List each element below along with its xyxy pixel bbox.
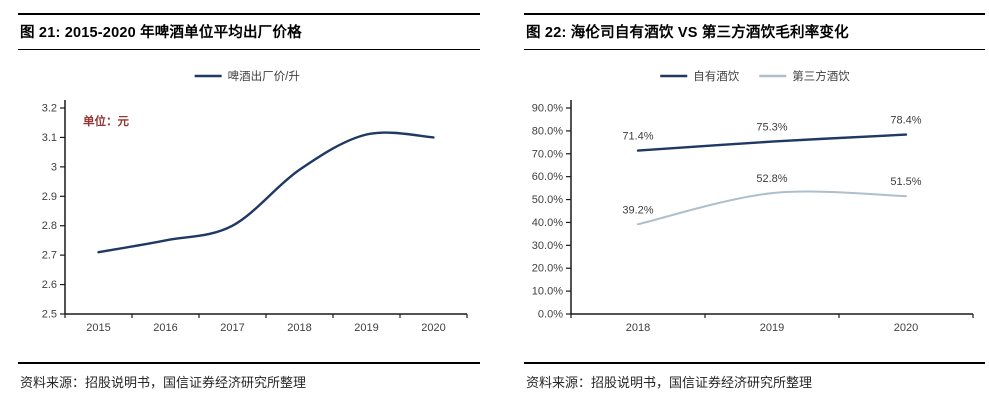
beer-price-line-chart: 2.5 2.6 2.7 2.8 2.9 3 3.1 3.2 2015 2016 2017 2018 20… [42, 69, 468, 334]
figure-22-chart-area: 0.0% 10.0% 20.0% 30.0% 40.0% 50.0% 60.0% 70.0% 8… [524, 50, 985, 362]
x-tick-label: 2017 [220, 322, 244, 334]
x-tick-label: 2015 [86, 322, 110, 334]
y-tick-label: 2.6 [42, 279, 57, 291]
x-tick-label: 2020 [893, 322, 917, 334]
gross-margin-line-chart: 0.0% 10.0% 20.0% 30.0% 40.0% 50.0% 60.0% 70.0% 8… [531, 69, 974, 334]
legend-label-0: 自有酒饮 [693, 69, 739, 83]
figure-22-title: 图 22: 海伦司自有酒饮 VS 第三方酒饮毛利率变化 [524, 13, 985, 50]
y-tick-label: 80.0% [531, 125, 562, 137]
series-line-1 [636, 190, 907, 226]
figure-22-source: 资料来源：招股说明书，国信证券经济研究所整理 [524, 362, 985, 391]
y-tick-label: 3.1 [42, 132, 57, 144]
y-tick-label: 2.5 [42, 309, 57, 321]
report-page: 图 21: 2015-2020 年啤酒单位平均出厂价格 2.5 2.6 2.7 2.8… [18, 13, 985, 391]
x-tick-label: 2018 [625, 322, 649, 334]
y-tick-label: 60.0% [531, 171, 562, 183]
series-line-0 [97, 131, 435, 254]
data-label-1-2: 51.5% [890, 176, 921, 188]
figure-21-title: 图 21: 2015-2020 年啤酒单位平均出厂价格 [18, 13, 480, 50]
y-tick-label: 3 [51, 161, 57, 173]
y-tick-label: 90.0% [531, 103, 562, 115]
figure-21: 图 21: 2015-2020 年啤酒单位平均出厂价格 2.5 2.6 2.7 2.8… [18, 13, 480, 391]
figure-22: 图 22: 海伦司自有酒饮 VS 第三方酒饮毛利率变化 0.0% 10.0% 20.… [524, 13, 985, 391]
legend-label-0: 啤酒出厂价/升 [228, 69, 300, 83]
data-label-0-1: 75.3% [756, 122, 787, 134]
unit-annotation: 单位：元 [83, 114, 129, 128]
x-tick-label: 2019 [354, 322, 378, 334]
figure-21-chart-area: 2.5 2.6 2.7 2.8 2.9 3 3.1 3.2 2015 2016 2017 2018 20… [18, 50, 480, 362]
y-tick-label: 70.0% [531, 148, 562, 160]
y-tick-label: 30.0% [531, 240, 562, 252]
y-tick-label: 0.0% [537, 309, 562, 321]
y-tick-label: 20.0% [531, 263, 562, 275]
y-tick-label: 3.2 [42, 103, 57, 115]
legend-label-1: 第三方酒饮 [792, 69, 850, 83]
y-tick-label: 2.8 [42, 220, 57, 232]
y-tick-label: 50.0% [531, 194, 562, 206]
y-tick-label: 2.7 [42, 250, 57, 262]
data-label-1-1: 52.8% [756, 173, 787, 185]
x-tick-label: 2018 [287, 322, 311, 334]
data-label-0-0: 71.4% [622, 131, 653, 143]
data-label-1-0: 39.2% [622, 204, 653, 216]
x-tick-label: 2016 [153, 322, 177, 334]
y-tick-label: 40.0% [531, 217, 562, 229]
data-label-0-2: 78.4% [890, 115, 921, 127]
x-tick-label: 2020 [421, 322, 445, 334]
y-tick-label: 2.9 [42, 191, 57, 203]
x-tick-label: 2019 [759, 322, 783, 334]
figure-21-source: 资料来源：招股说明书，国信证券经济研究所整理 [18, 362, 480, 391]
series-line-0 [636, 133, 907, 152]
y-tick-label: 10.0% [531, 286, 562, 298]
